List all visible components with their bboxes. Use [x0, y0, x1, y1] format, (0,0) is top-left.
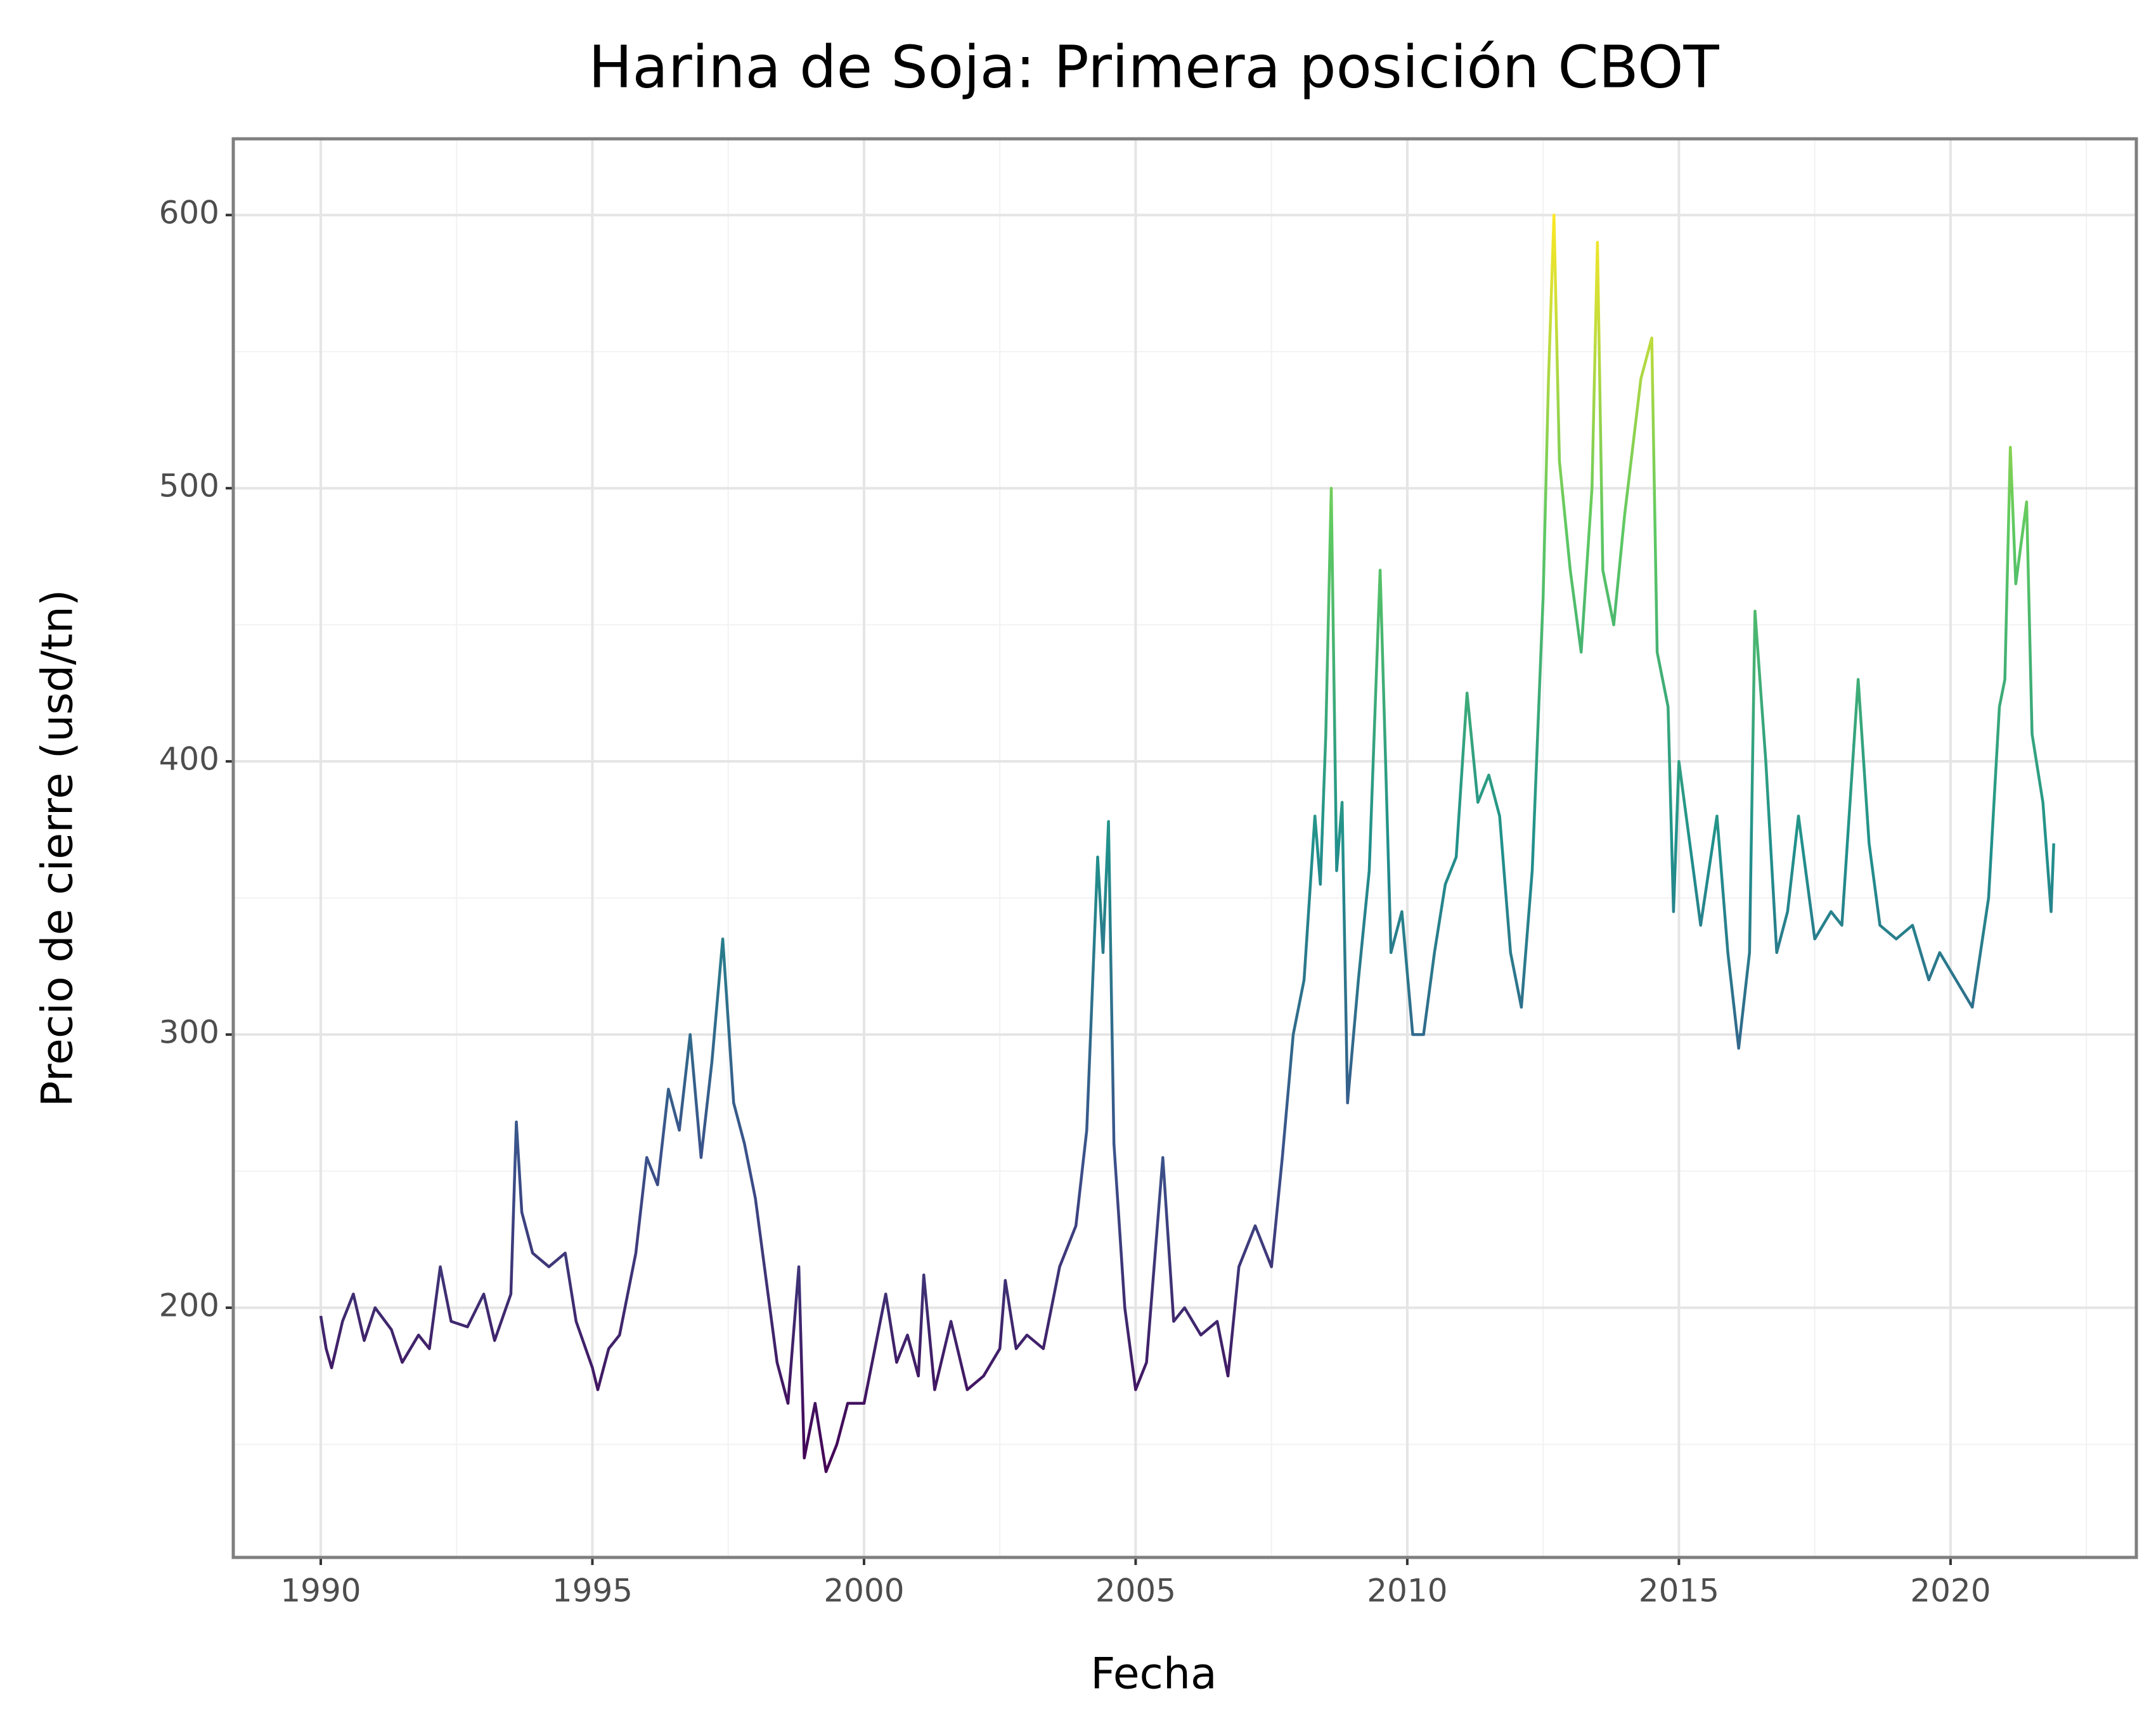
y-tick-label: 200 — [159, 1287, 219, 1324]
plot-area — [233, 139, 2136, 1557]
x-tick-label: 2015 — [1639, 1573, 1719, 1609]
x-axis-title: Fecha — [1090, 1649, 1217, 1699]
plot-border — [231, 137, 2138, 1559]
x-tick-label: 2020 — [1910, 1573, 1991, 1609]
chart-title: Harina de Soja: Primera posición CBOT — [588, 33, 1719, 101]
y-tick-label: 400 — [159, 741, 219, 778]
x-tick-label: 2010 — [1367, 1573, 1447, 1609]
x-tick-label: 1990 — [280, 1573, 361, 1609]
x-tick-label: 2005 — [1095, 1573, 1176, 1609]
x-tick-label: 1995 — [552, 1573, 633, 1609]
price-line — [319, 213, 2055, 1473]
y-axis-title: Precio de cierre (usd/tn) — [33, 589, 83, 1107]
y-tick-label: 300 — [159, 1014, 219, 1051]
y-tick-label: 500 — [159, 468, 219, 505]
x-tick-label: 2000 — [823, 1573, 904, 1609]
y-tick-label: 600 — [159, 195, 219, 231]
